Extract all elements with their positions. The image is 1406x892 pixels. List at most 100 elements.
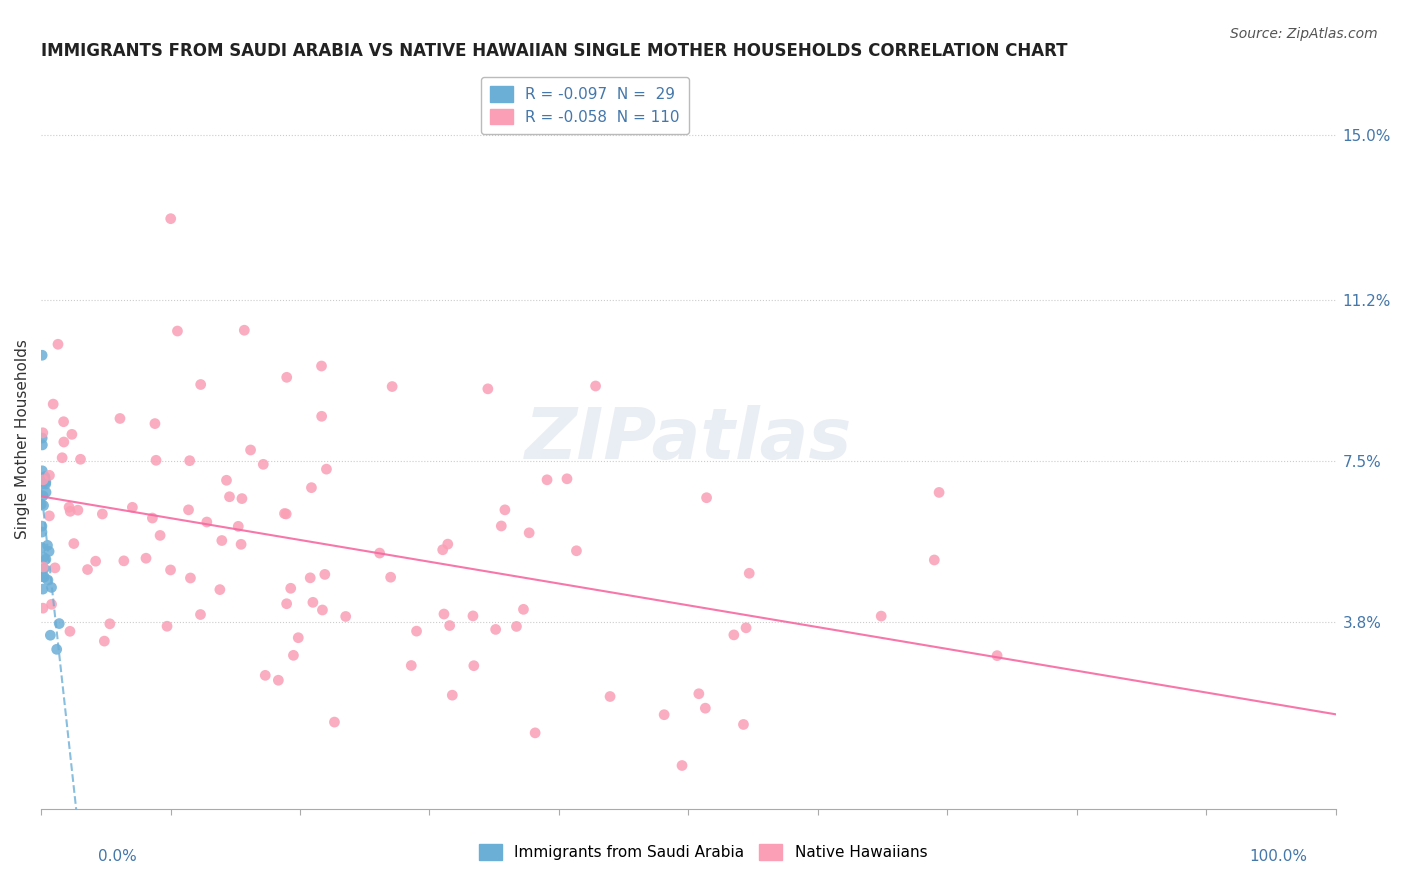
Point (143, 417, 166, 431)
Point (51, 450, 73, 465)
Point (524, 726, 547, 740)
Text: IMMIGRANTS FROM SAUDI ARABIA VS NATIVE HAWAIIAN SINGLE MOTHER HOUSEHOLDS CORRELA: IMMIGRANTS FROM SAUDI ARABIA VS NATIVE H… (41, 42, 1067, 60)
Point (45, 642, 67, 657)
Point (512, 602, 534, 616)
Point (517, 525, 540, 540)
Point (215, 473, 238, 487)
Point (723, 628, 745, 642)
Point (32, 489, 55, 503)
Point (93, 634, 115, 648)
Point (121, 500, 143, 515)
Point (91, 507, 114, 521)
Point (315, 462, 337, 476)
Point (491, 519, 513, 533)
Point (32, 473, 55, 487)
Point (299, 571, 322, 585)
Point (39, 628, 62, 642)
Point (696, 491, 718, 505)
Point (380, 570, 402, 584)
Point (273, 507, 295, 521)
Point (31, 431, 53, 445)
Point (34, 469, 56, 483)
Point (735, 621, 758, 635)
Point (159, 211, 181, 226)
Point (485, 623, 508, 637)
Point (436, 537, 458, 551)
Point (31, 524, 53, 539)
Point (76, 563, 98, 577)
Point (156, 619, 179, 633)
Point (52, 415, 75, 429)
Point (35, 552, 58, 566)
Y-axis label: Single Mother Households: Single Mother Households (15, 339, 30, 540)
Point (32, 560, 55, 574)
Point (32, 582, 55, 596)
Point (276, 507, 298, 521)
Point (41, 581, 63, 595)
Point (59, 624, 82, 639)
Point (30, 541, 52, 555)
Point (41, 597, 63, 611)
Point (381, 379, 404, 393)
Point (986, 648, 1008, 663)
Point (38, 468, 60, 483)
Point (141, 511, 163, 525)
Point (98, 616, 121, 631)
Point (208, 582, 231, 597)
Point (31, 438, 53, 452)
Point (48, 616, 70, 631)
Point (463, 658, 485, 673)
Point (314, 567, 336, 582)
Point (32, 570, 55, 584)
Point (585, 379, 607, 393)
Text: ZIPatlas: ZIPatlas (524, 405, 852, 474)
Text: 100.0%: 100.0% (1250, 849, 1308, 863)
Point (35, 475, 58, 489)
Point (30, 497, 52, 511)
Point (218, 490, 240, 504)
Point (233, 323, 256, 337)
Point (34, 471, 56, 485)
Point (505, 619, 527, 633)
Point (536, 473, 558, 487)
Point (928, 485, 950, 500)
Point (135, 551, 157, 566)
Point (179, 453, 201, 467)
Point (695, 701, 717, 715)
Point (211, 533, 233, 548)
Point (35, 485, 58, 500)
Point (555, 472, 578, 486)
Point (31, 348, 53, 362)
Point (477, 382, 499, 396)
Point (112, 554, 135, 568)
Text: 0.0%: 0.0% (98, 849, 138, 863)
Point (177, 503, 200, 517)
Point (231, 491, 253, 506)
Point (738, 566, 761, 581)
Point (280, 582, 302, 596)
Point (149, 528, 172, 542)
Point (52, 435, 75, 450)
Point (69, 452, 91, 467)
Point (432, 542, 454, 557)
Point (44, 561, 66, 575)
Point (108, 411, 131, 425)
Point (252, 458, 274, 472)
Point (494, 503, 516, 517)
Point (276, 597, 298, 611)
Point (58, 500, 80, 515)
Point (195, 515, 218, 529)
Point (461, 608, 484, 623)
Point (301, 481, 323, 495)
Point (159, 563, 181, 577)
Point (229, 537, 252, 551)
Point (254, 668, 277, 682)
Point (46, 337, 69, 351)
Point (32, 562, 55, 576)
Point (32, 601, 55, 615)
Point (31, 476, 53, 491)
Point (31, 464, 53, 478)
Point (42, 397, 65, 411)
Point (38, 544, 60, 558)
Point (565, 543, 588, 558)
